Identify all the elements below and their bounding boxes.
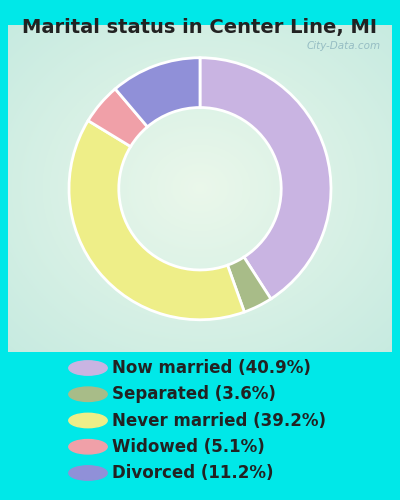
Text: Divorced (11.2%): Divorced (11.2%)	[112, 464, 274, 482]
Text: Marital status in Center Line, MI: Marital status in Center Line, MI	[22, 18, 378, 36]
Text: Widowed (5.1%): Widowed (5.1%)	[112, 438, 265, 456]
Text: Now married (40.9%): Now married (40.9%)	[112, 359, 311, 377]
Circle shape	[69, 414, 107, 428]
Wedge shape	[200, 58, 331, 299]
Circle shape	[69, 361, 107, 375]
Wedge shape	[228, 257, 271, 312]
Wedge shape	[115, 58, 200, 127]
Text: Never married (39.2%): Never married (39.2%)	[112, 412, 326, 430]
Text: City-Data.com: City-Data.com	[306, 42, 380, 51]
Circle shape	[69, 440, 107, 454]
Wedge shape	[69, 120, 244, 320]
Wedge shape	[88, 89, 148, 146]
Text: Separated (3.6%): Separated (3.6%)	[112, 385, 276, 403]
Circle shape	[69, 387, 107, 402]
Circle shape	[69, 466, 107, 480]
